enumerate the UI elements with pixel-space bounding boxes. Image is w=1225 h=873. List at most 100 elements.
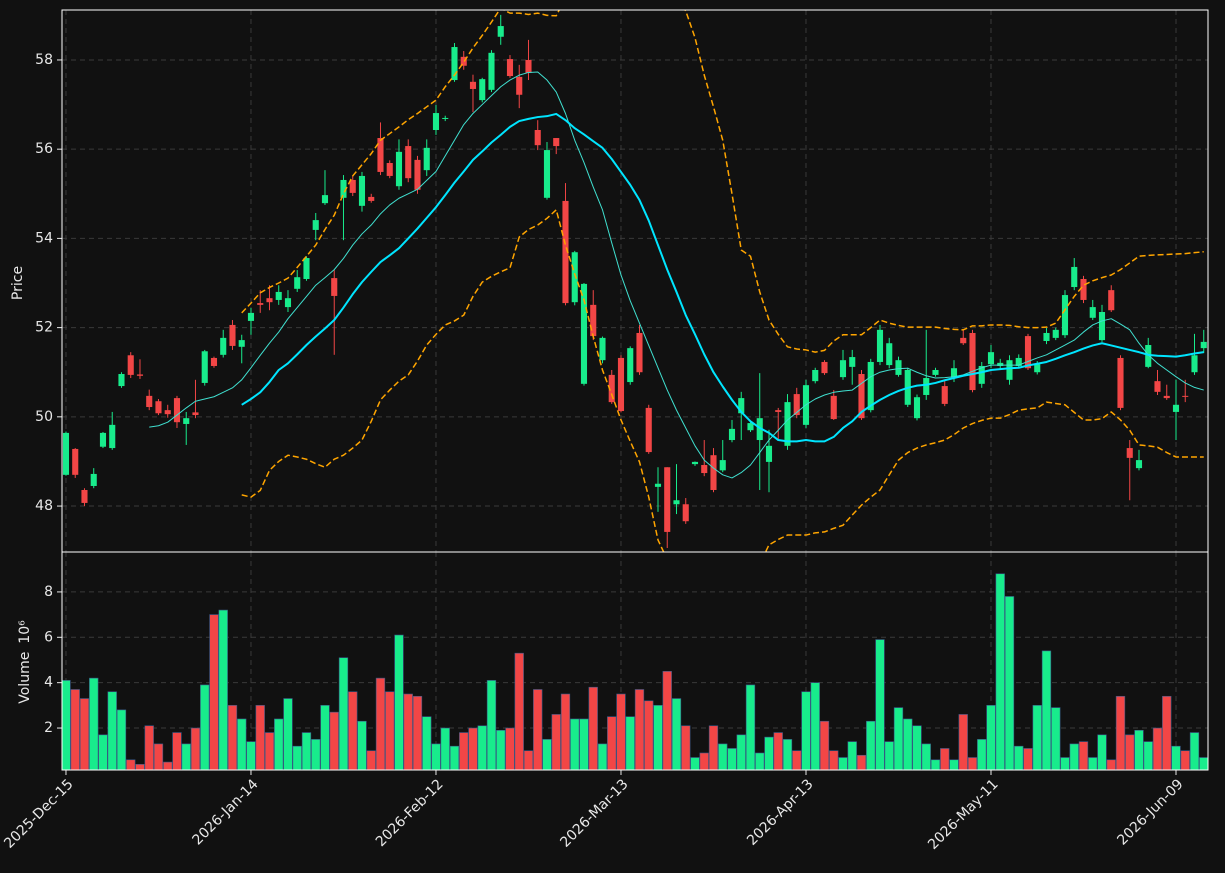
volume-bar [736,734,746,770]
volume-bar [412,695,423,770]
volume-bar [949,759,959,770]
volume-bar [671,698,682,770]
candle-body [784,402,791,446]
candle-body [645,407,652,453]
price-tick-label: 50 [35,409,53,425]
candle-body [747,423,754,431]
candle-body [164,410,171,415]
volume-bar [1115,695,1126,770]
volume-bar [459,732,469,770]
volume-bar [1162,695,1172,770]
candle-body [423,147,430,171]
volume-bar [773,732,783,770]
volume-bar [745,684,756,770]
volume-bar [893,707,904,770]
volume-bar [838,757,848,770]
volume-bar [1134,730,1144,770]
candle-body [1108,290,1115,311]
candle-body [303,258,310,279]
candle-body [109,424,116,449]
candle-body [1135,460,1143,469]
candle-body [969,332,976,391]
candle-body [636,332,643,373]
volume-bar [200,684,210,770]
volume-bar [764,736,774,770]
candle-body [580,283,588,384]
candle-body [516,76,523,95]
volume-bar [107,691,117,770]
volume-frame [61,551,1209,771]
candle-body [275,291,282,300]
volume-bar [1051,707,1061,770]
volume-bar [292,745,302,770]
volume-bar [829,750,839,770]
candle-body [294,277,301,289]
candle-body [479,79,486,101]
volume-bar [616,693,626,770]
volume-bar [958,714,968,770]
candle-body [654,483,662,487]
volume-bar [1023,748,1033,770]
candle-body [941,386,948,404]
candle-body [321,195,329,204]
candle-body [331,278,338,296]
candle-body [830,395,837,420]
volume-bar [190,727,201,770]
volume-bar [523,750,534,770]
candle-body [469,81,477,89]
candle-body [617,357,625,412]
candle-body [728,428,736,441]
volume-bar [163,761,173,770]
candle-body [858,374,865,419]
candle-body [1145,345,1152,367]
volume-multiplier: 10⁶ [17,620,33,644]
volume-bar [274,718,284,770]
volume-bar [930,759,941,770]
volume-bar [338,657,349,770]
candle-body [1163,395,1170,399]
volume-bar [977,739,987,770]
candle-body [173,398,181,423]
candle-body [349,179,356,193]
volume-bar [301,732,312,770]
candle-body [1154,381,1161,392]
candle-body [960,337,967,344]
volume-bar [570,718,580,770]
volume-bar [89,677,99,770]
volume-bar [514,652,524,770]
volume-bar [644,700,654,770]
volume-bar [1014,745,1024,770]
volume-bar [792,750,802,770]
candle-body [793,394,800,416]
volume-bar [283,698,293,770]
volume-bar [403,693,413,770]
volume-bar [1041,650,1052,770]
volume-bar [625,716,635,770]
candle-body [90,473,97,486]
candle-body [1126,448,1133,458]
volume-bar [819,720,830,770]
candle-body [1015,357,1022,366]
volume-bar [311,739,321,770]
volume-bar [209,614,219,770]
price-tick-label: 54 [35,230,53,246]
volume-bar [394,634,404,770]
volume-bar [440,727,450,770]
volume-bar [681,725,691,770]
volume-plot [62,573,1208,770]
volume-bar [385,691,395,770]
volume-bar [653,705,663,770]
volume-bar [126,759,136,770]
volume-bar [1152,727,1163,770]
volume-bar [135,764,145,770]
price-axis-label: Price [10,266,26,300]
volume-bar [1032,705,1042,770]
volume-bar [1180,750,1190,770]
candle-body [340,179,347,198]
candle-body [608,374,615,403]
candle-body [99,432,107,447]
candle-body [451,47,458,81]
volume-bar [348,691,358,770]
volume-bar [542,739,552,770]
